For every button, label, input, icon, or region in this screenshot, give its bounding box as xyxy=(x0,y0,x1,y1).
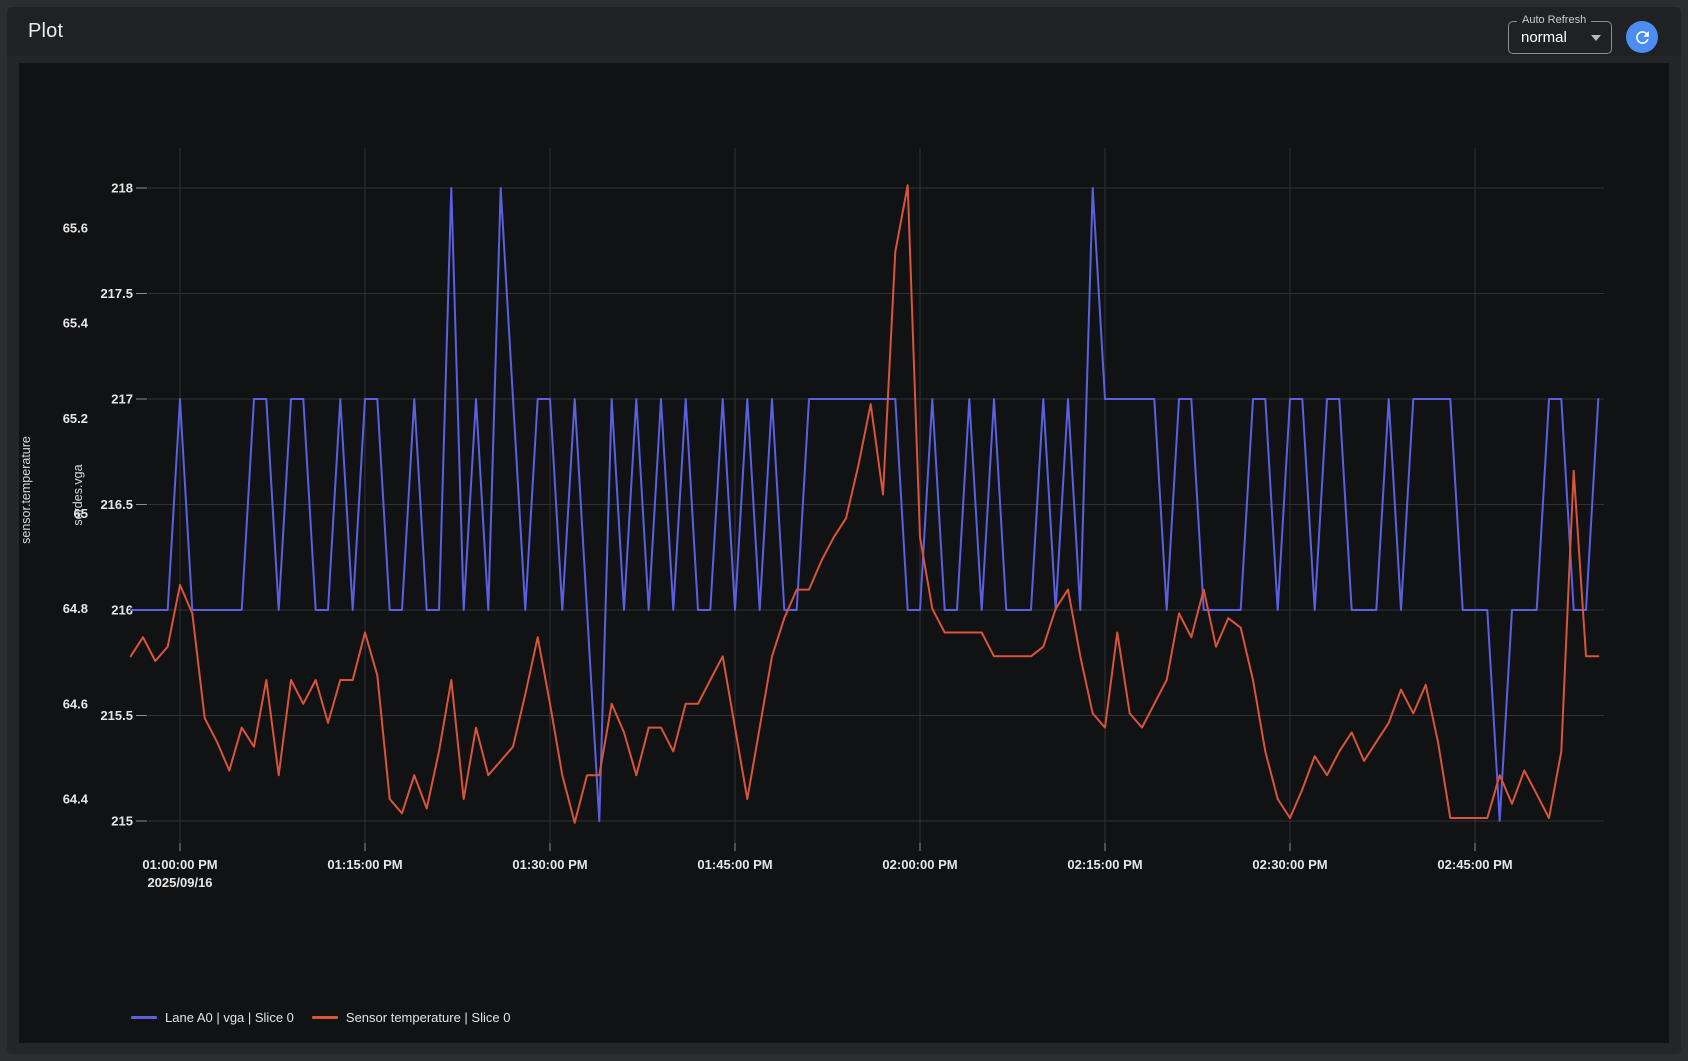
legend-swatch-line xyxy=(311,1016,338,1019)
auto-refresh-group: Auto Refresh normal xyxy=(1501,11,1681,57)
legend-item-sensor-temperature[interactable]: Sensor temperature | Slice 0 xyxy=(311,1010,511,1025)
plot-panel xyxy=(19,63,1669,1043)
chart-legend: Lane A0 | vga | Slice 0 Sensor temperatu… xyxy=(131,1010,510,1025)
auto-refresh-value: normal xyxy=(1521,29,1567,46)
refresh-button[interactable] xyxy=(1626,21,1658,53)
legend-label: Lane A0 | vga | Slice 0 xyxy=(165,1010,294,1025)
auto-refresh-select[interactable]: Auto Refresh normal xyxy=(1508,14,1612,54)
page-title: Plot xyxy=(28,20,64,42)
legend-item-lane-a0-vga[interactable]: Lane A0 | vga | Slice 0 xyxy=(131,1010,294,1025)
top-bar: Plot Auto Refresh normal xyxy=(7,7,1681,56)
auto-refresh-label: Auto Refresh xyxy=(1517,14,1592,26)
refresh-icon xyxy=(1633,28,1652,47)
legend-swatch-line xyxy=(131,1016,157,1019)
legend-label: Sensor temperature | Slice 0 xyxy=(345,1010,511,1025)
chevron-down-icon xyxy=(1591,35,1601,41)
app-window: Plot Auto Refresh normal xyxy=(7,7,1681,1054)
